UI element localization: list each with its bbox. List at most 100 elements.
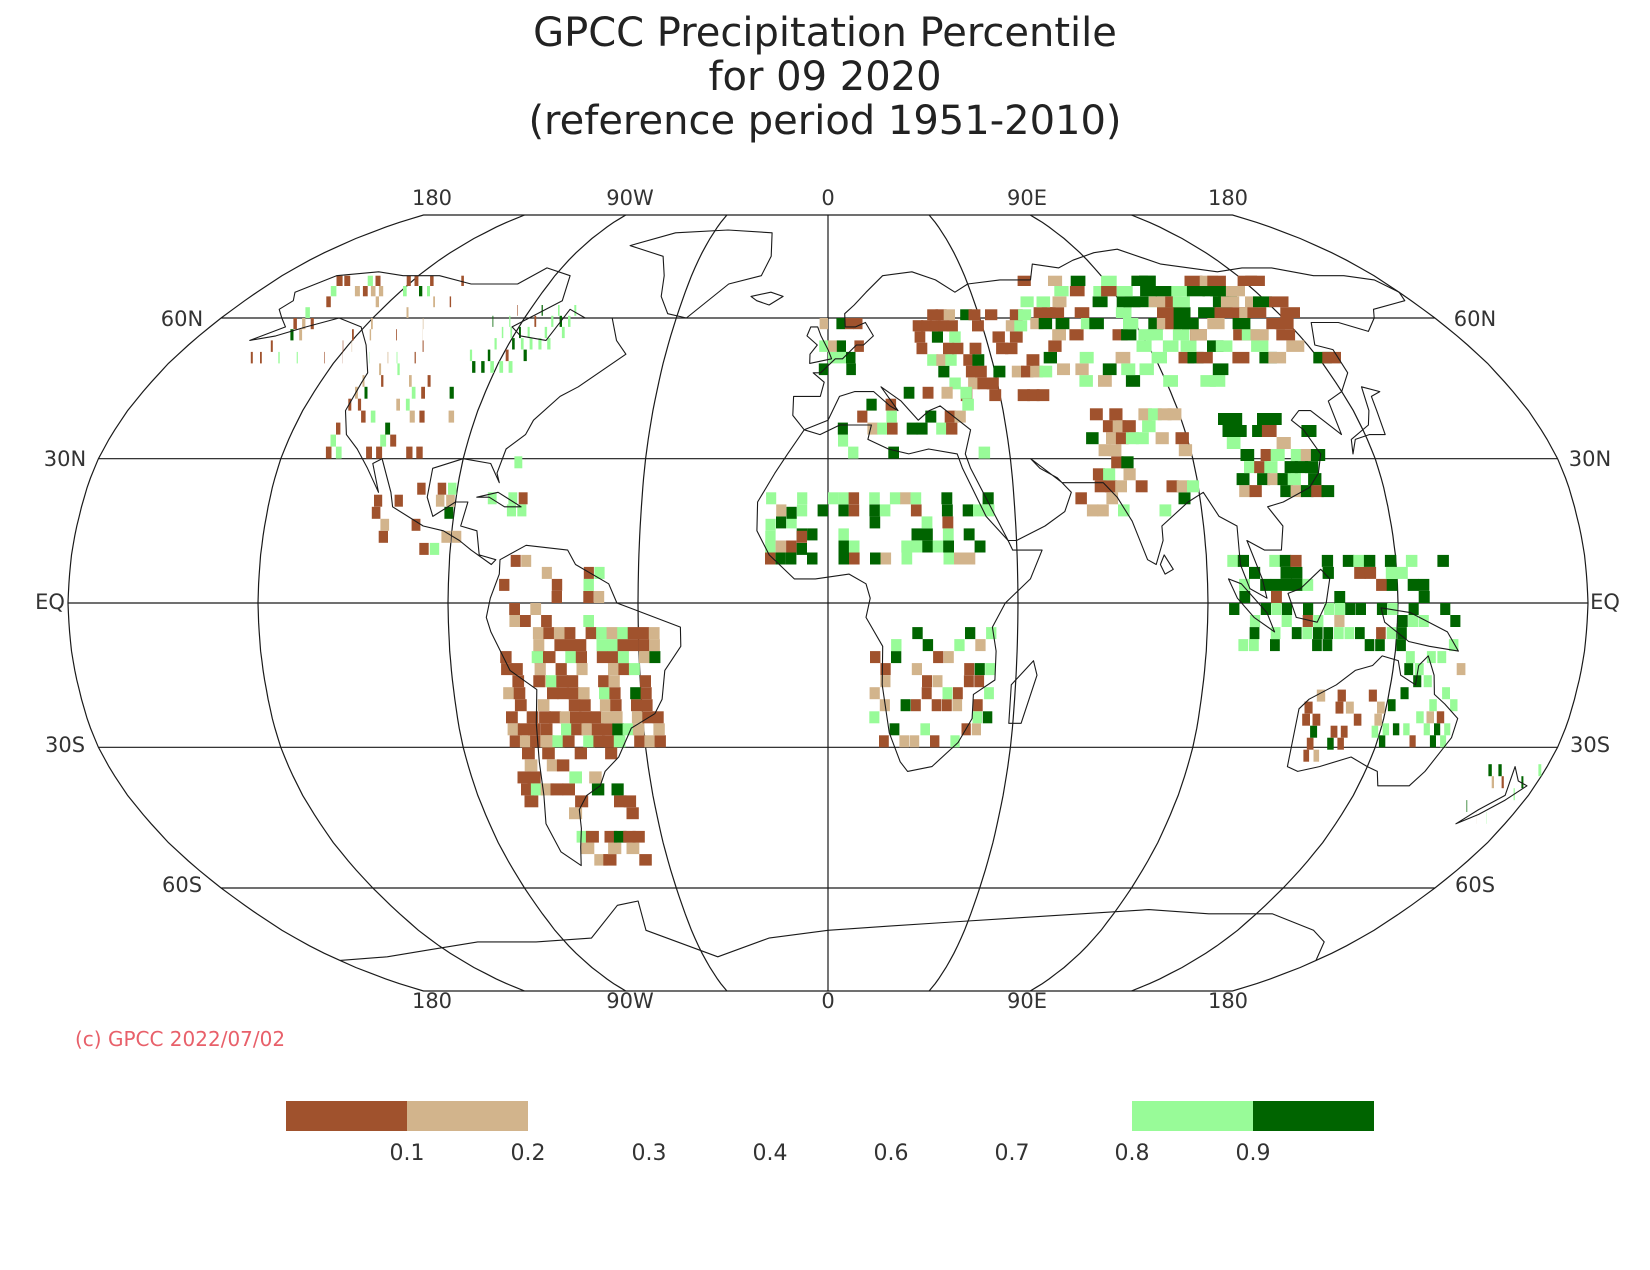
anomaly-cell bbox=[1257, 473, 1271, 486]
anomaly-cell bbox=[1271, 591, 1282, 603]
anomaly-cell bbox=[1093, 286, 1109, 297]
anomaly-cell bbox=[403, 286, 407, 297]
anomaly-cell bbox=[630, 687, 642, 700]
anomaly-cell bbox=[1171, 286, 1189, 297]
anomaly-cell bbox=[1226, 437, 1241, 449]
anomaly-cell bbox=[1039, 365, 1053, 378]
anomaly-cell bbox=[414, 275, 419, 286]
anomaly-cell bbox=[1423, 723, 1430, 736]
anomaly-cell bbox=[996, 342, 1009, 355]
anomaly-cell bbox=[1276, 437, 1291, 449]
anomaly-cell bbox=[1214, 307, 1233, 318]
anomaly-cell bbox=[1009, 309, 1023, 321]
anomaly-cell bbox=[932, 540, 944, 553]
anomaly-cell bbox=[553, 627, 565, 640]
anomaly-cell bbox=[559, 711, 572, 724]
anomaly-cell bbox=[982, 711, 993, 724]
legend: 0.1 0.2 0.3 0.4 0.6 0.7 0.8 0.9 bbox=[286, 1101, 1374, 1166]
anomaly-cell bbox=[529, 338, 533, 350]
anomaly-cell bbox=[519, 735, 533, 748]
anomaly-cell bbox=[641, 699, 653, 712]
anomaly-cell bbox=[330, 286, 337, 297]
anomaly-cell bbox=[1186, 286, 1205, 297]
anomaly-cell bbox=[880, 675, 891, 688]
anomaly-cell bbox=[441, 530, 451, 543]
anomaly-cell bbox=[523, 349, 527, 362]
anomaly-cell bbox=[501, 326, 504, 339]
anomaly-cell bbox=[1026, 354, 1040, 366]
anomaly-cell bbox=[922, 386, 934, 399]
anomaly-cell bbox=[623, 795, 637, 808]
anomaly-cell bbox=[765, 530, 776, 543]
coastline-madagascar bbox=[1008, 660, 1038, 724]
anomaly-cell bbox=[1397, 627, 1407, 640]
anomaly-cell bbox=[969, 342, 982, 355]
coastline-antarctica bbox=[339, 900, 1325, 961]
anomaly-cell bbox=[1291, 578, 1303, 591]
anomaly-cell bbox=[1155, 432, 1169, 445]
anomaly-cell bbox=[1294, 461, 1309, 474]
anomaly-cell bbox=[786, 506, 797, 519]
anomaly-cell bbox=[409, 375, 412, 387]
anomaly-cell bbox=[935, 309, 947, 321]
anomaly-cell bbox=[608, 675, 620, 688]
anomaly-cell bbox=[989, 389, 1002, 402]
anomaly-cell bbox=[946, 422, 958, 435]
anomaly-cell bbox=[503, 687, 515, 700]
anomaly-cell bbox=[1281, 603, 1293, 615]
anomaly-cell bbox=[330, 434, 336, 447]
anomaly-cell bbox=[546, 759, 560, 772]
anomaly-cell bbox=[963, 528, 975, 541]
anomaly-cell bbox=[1501, 776, 1504, 789]
anomaly-cell bbox=[938, 320, 950, 332]
anomaly-cell bbox=[1414, 663, 1424, 676]
anomaly-cell bbox=[1115, 480, 1127, 493]
anomaly-cell bbox=[965, 365, 978, 378]
anomaly-cell bbox=[617, 627, 629, 640]
anomaly-cell bbox=[1121, 456, 1134, 469]
anomaly-cell bbox=[427, 375, 431, 387]
anomaly-cell bbox=[879, 735, 889, 748]
anomaly-cell bbox=[627, 627, 639, 640]
anomaly-cell bbox=[1382, 723, 1390, 736]
lat-label-right-30n: 30N bbox=[1569, 447, 1611, 471]
anomaly-cell bbox=[517, 504, 527, 517]
anomaly-cell bbox=[530, 603, 542, 615]
anomaly-cell bbox=[1102, 420, 1116, 433]
anomaly-cell bbox=[414, 351, 416, 364]
anomaly-cell bbox=[623, 830, 636, 843]
anomaly-cell bbox=[446, 494, 455, 507]
anomaly-cell bbox=[1322, 351, 1341, 364]
anomaly-cell bbox=[903, 386, 915, 399]
anomaly-cell bbox=[1334, 615, 1345, 627]
anomaly-cell bbox=[1033, 307, 1048, 318]
anomaly-cell bbox=[1139, 275, 1156, 286]
anomaly-cell bbox=[1115, 307, 1132, 318]
anomaly-cell bbox=[838, 434, 849, 447]
anomaly-cell bbox=[1173, 318, 1191, 330]
anomaly-cell bbox=[933, 651, 944, 664]
anomaly-cell bbox=[891, 639, 902, 652]
anomaly-cell bbox=[310, 318, 314, 330]
anomaly-cell bbox=[551, 578, 563, 591]
anomaly-cell bbox=[640, 687, 652, 700]
anomaly-cell bbox=[632, 830, 645, 843]
anomaly-cell bbox=[765, 552, 776, 565]
anomaly-cell bbox=[1280, 485, 1293, 498]
anomaly-cell bbox=[1148, 318, 1165, 330]
anomaly-cell bbox=[596, 627, 607, 640]
coastline-sumatra bbox=[1227, 578, 1276, 633]
anomaly-cell bbox=[1270, 639, 1280, 652]
anomaly-cell bbox=[527, 326, 530, 339]
anomaly-cell bbox=[1434, 723, 1441, 736]
anomaly-cell bbox=[371, 318, 373, 330]
anomaly-cell bbox=[594, 854, 608, 866]
coastline-japan bbox=[1350, 386, 1386, 455]
anomaly-cell bbox=[1132, 296, 1149, 308]
anomaly-cell bbox=[1450, 699, 1458, 712]
anomaly-cell bbox=[649, 651, 661, 664]
anomaly-cell bbox=[367, 275, 373, 286]
anomaly-cell bbox=[565, 651, 577, 664]
anomaly-cell bbox=[1260, 603, 1271, 615]
lon-label-bottom-0: 0 bbox=[821, 989, 834, 1013]
